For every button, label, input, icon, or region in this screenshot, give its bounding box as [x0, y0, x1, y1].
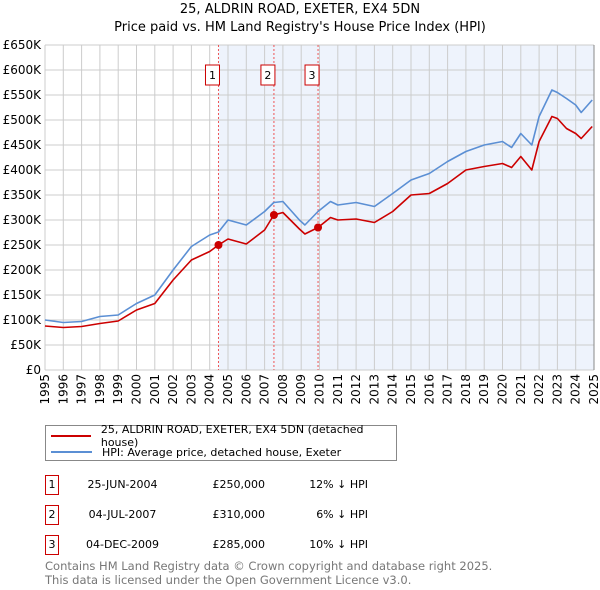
sale-number-badge: 2: [45, 505, 59, 525]
legend: 25, ALDRIN ROAD, EXETER, EX4 5DN (detach…: [45, 423, 397, 461]
legend-swatch-blue: [51, 451, 92, 453]
sale-point: [269, 211, 278, 219]
x-tick-label: 2004: [203, 374, 217, 405]
x-tick-label: 2020: [496, 374, 510, 405]
y-tick-label: £300K: [3, 213, 43, 227]
x-tick-label: 2005: [221, 374, 235, 405]
legend-swatch-red: [51, 435, 91, 437]
sale-marker-box: [304, 64, 320, 86]
x-tick-label: 2025: [587, 374, 600, 405]
x-tick-label: 2014: [386, 374, 400, 405]
chart-title: 25, ALDRIN ROAD, EXETER, EX4 5DN: [179, 2, 421, 17]
legend-item-property: 25, ALDRIN ROAD, EXETER, EX4 5DN (detach…: [46, 423, 396, 449]
x-tick-label: 2021: [514, 374, 528, 405]
x-tick-label: 2007: [258, 374, 272, 405]
footer-licence: This data is licensed under the Open Gov…: [45, 573, 412, 587]
x-tick-label: 2013: [367, 374, 381, 405]
y-tick-label: £50K: [10, 338, 42, 352]
x-tick-label: 2023: [550, 374, 564, 405]
shaded-ownership-region: [218, 45, 594, 370]
y-tick-label: £150K: [3, 288, 43, 302]
y-tick-label: £400K: [3, 163, 43, 177]
y-tick-label: £650K: [3, 38, 43, 52]
x-tick-label: 2009: [294, 374, 308, 405]
chart-subtitle: Price paid vs. HM Land Registry's House …: [114, 20, 486, 35]
x-tick-label: 2011: [331, 374, 345, 405]
x-tick-label: 2008: [276, 374, 290, 405]
x-tick-label: 2010: [313, 374, 327, 405]
sale-marker-box: [260, 64, 276, 86]
legend-item-hpi: HPI: Average price, detached house, Exet…: [46, 444, 341, 460]
price-chart: £0 £50K £100K £150K £200K £250K £300K £350K £400…: [3, 38, 600, 405]
x-tick-label: 1995: [38, 374, 52, 405]
sale-price: £250,000: [212, 478, 266, 491]
x-tick-label: 1998: [93, 374, 107, 405]
x-tick-label: 1997: [75, 374, 89, 405]
x-tick-label: 2016: [422, 374, 436, 405]
y-tick-label: £550K: [3, 88, 43, 102]
y-tick-label: £0: [26, 363, 41, 377]
x-tick-label: 2001: [148, 374, 162, 405]
y-tick-label: £500K: [3, 113, 43, 127]
x-tick-label: 2015: [404, 374, 418, 405]
y-tick-label: £250K: [3, 238, 43, 252]
property-price-line: [44, 115, 593, 329]
table-row: 3 04-DEC-2009 £285,000 10% ↓ HPI: [0, 535, 600, 557]
legend-label: 25, ALDRIN ROAD, EXETER, EX4 5DN (detach…: [100, 423, 364, 449]
sale-marker-label: 2: [264, 69, 271, 82]
x-tick-label: 2018: [459, 374, 473, 405]
sale-number-badge: 1: [45, 475, 59, 495]
sale-date: 04-JUL-2007: [88, 508, 157, 521]
y-tick-label: £200K: [3, 263, 43, 277]
sale-date: 25-JUN-2004: [87, 478, 158, 491]
y-tick-label: £350K: [3, 188, 43, 202]
x-tick-label: 2022: [532, 374, 546, 405]
x-tick-label: 2002: [166, 374, 180, 405]
x-tick-label: 2003: [184, 374, 198, 405]
table-row: 1 25-JUN-2004 £250,000 12% ↓ HPI: [0, 475, 600, 497]
legend-label: HPI: Average price, detached house, Exet…: [102, 445, 342, 459]
sale-marker-label: 1: [209, 69, 216, 82]
sale-price: £310,000: [212, 508, 266, 521]
x-tick-label: 1999: [111, 374, 125, 405]
sale-price: £285,000: [212, 538, 266, 551]
x-tick-label: 2006: [239, 374, 253, 405]
y-tick-label: £600K: [3, 63, 43, 77]
sale-hpi-diff: 12% ↓ HPI: [309, 478, 368, 491]
x-tick-label: 2019: [477, 374, 491, 405]
y-tick-label: £450K: [3, 138, 43, 152]
sale-marker-label: 3: [309, 69, 316, 82]
x-tick-label: 2024: [569, 374, 583, 405]
x-tick-label: 2000: [130, 374, 144, 405]
x-tick-label: 2017: [441, 374, 455, 405]
hpi-line: [44, 89, 593, 324]
sale-marker-box: [204, 64, 220, 86]
sale-hpi-diff: 10% ↓ HPI: [309, 538, 368, 551]
sale-hpi-diff: 6% ↓ HPI: [316, 508, 368, 521]
footer-copyright: Contains HM Land Registry data © Crown c…: [45, 559, 493, 573]
x-tick-label: 1996: [56, 374, 70, 405]
x-tick-label: 2012: [349, 374, 363, 405]
sale-point: [314, 223, 323, 232]
sale-number-badge: 3: [45, 535, 59, 555]
sale-point: [214, 241, 223, 249]
sale-date: 04-DEC-2009: [85, 538, 160, 551]
y-tick-label: £100K: [3, 313, 43, 327]
table-row: 2 04-JUL-2007 £310,000 6% ↓ HPI: [0, 505, 600, 527]
